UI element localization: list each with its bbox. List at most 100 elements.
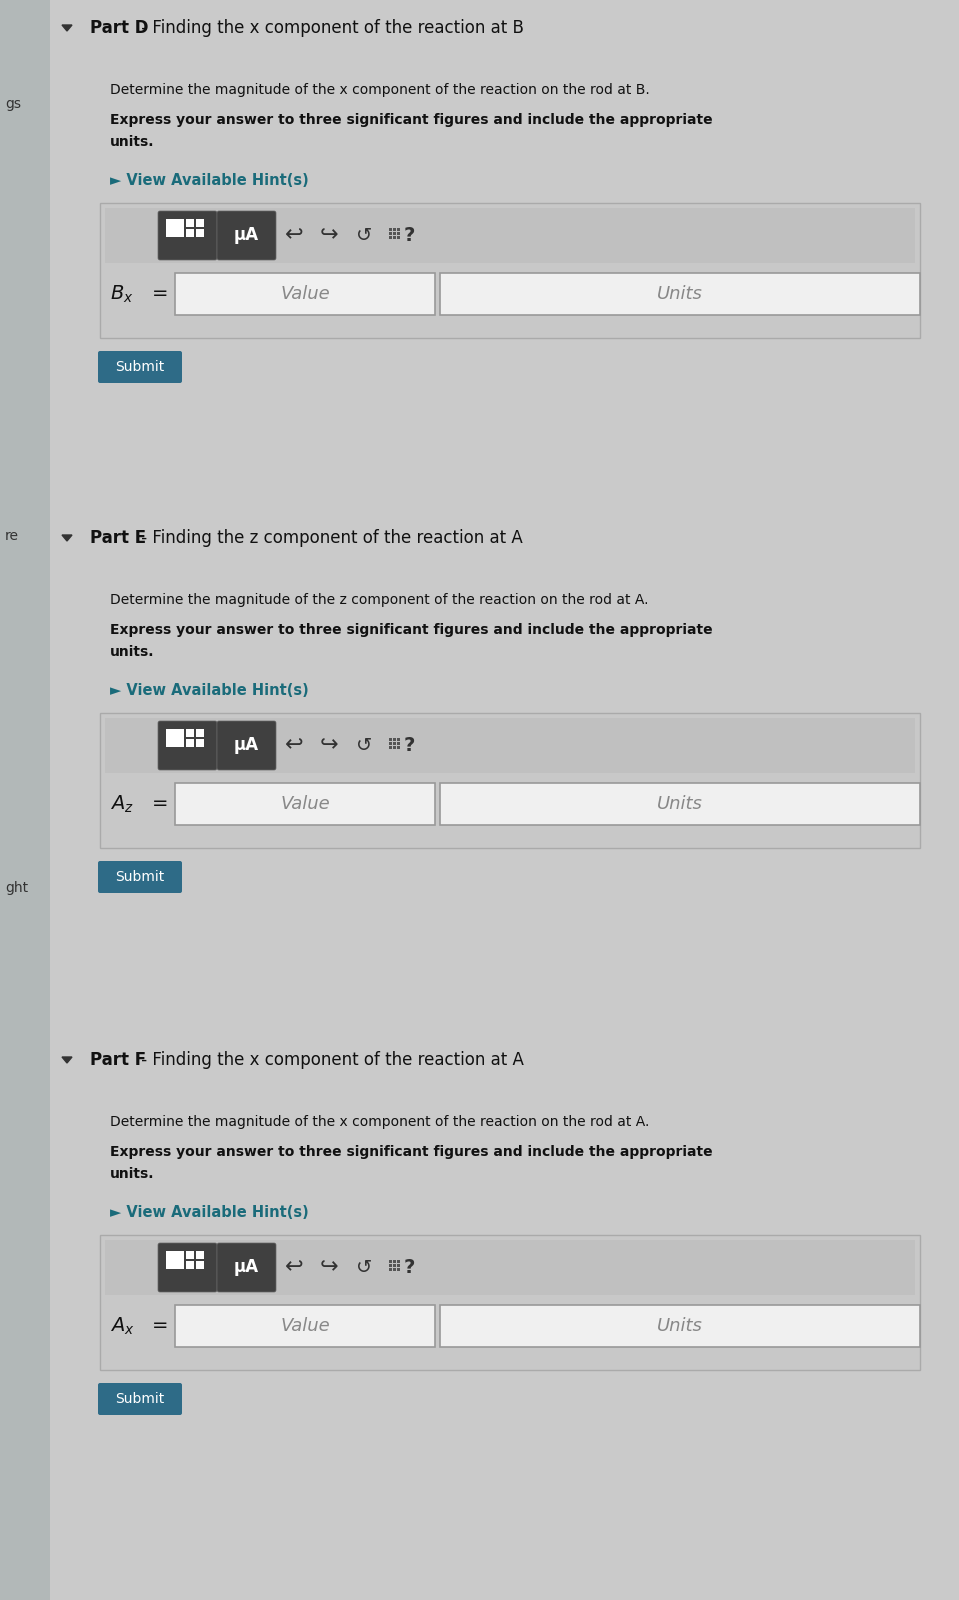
Bar	[389, 1264, 392, 1267]
Text: Determine the magnitude of the x component of the reaction on the rod at A.: Determine the magnitude of the x compone…	[110, 1115, 649, 1130]
Text: ?: ?	[404, 1258, 414, 1277]
Bar	[397, 741, 400, 744]
Text: Express your answer to three significant figures and include the appropriate: Express your answer to three significant…	[110, 1146, 713, 1158]
Text: Units: Units	[657, 285, 703, 302]
Text: Determine the magnitude of the z component of the reaction on the rod at A.: Determine the magnitude of the z compone…	[110, 594, 648, 606]
Bar	[389, 738, 392, 741]
Text: gs: gs	[5, 98, 21, 110]
Text: Part F: Part F	[90, 1051, 146, 1069]
Text: =: =	[152, 285, 169, 304]
Text: ↪: ↪	[319, 1258, 339, 1277]
Polygon shape	[62, 26, 72, 30]
Bar	[0, 0, 50, 1600]
Text: Value: Value	[280, 285, 330, 302]
Bar	[393, 227, 396, 230]
Text: μA: μA	[234, 227, 259, 245]
Bar	[105, 1240, 915, 1294]
Bar	[393, 738, 396, 741]
Text: Express your answer to three significant figures and include the appropriate: Express your answer to three significant…	[110, 622, 713, 637]
FancyBboxPatch shape	[217, 1243, 276, 1293]
Bar	[186, 219, 194, 227]
Bar	[393, 1259, 396, 1262]
Text: Units: Units	[657, 795, 703, 813]
Bar	[393, 1264, 396, 1267]
FancyBboxPatch shape	[217, 722, 276, 770]
Bar	[166, 219, 184, 237]
Text: ↪: ↪	[319, 226, 339, 245]
Bar	[105, 208, 915, 262]
Bar	[393, 741, 396, 744]
Bar	[397, 227, 400, 230]
Text: units.: units.	[110, 134, 154, 149]
Text: ↪: ↪	[319, 736, 339, 755]
Polygon shape	[62, 534, 72, 541]
FancyBboxPatch shape	[98, 350, 182, 382]
Text: Part E: Part E	[90, 530, 146, 547]
Bar	[196, 229, 204, 237]
Bar	[186, 1261, 194, 1269]
Text: Value: Value	[280, 1317, 330, 1334]
Text: Value: Value	[280, 795, 330, 813]
Text: ► View Available Hint(s): ► View Available Hint(s)	[110, 1205, 309, 1219]
FancyBboxPatch shape	[98, 1382, 182, 1414]
Text: ↩: ↩	[285, 1258, 303, 1277]
Bar	[397, 232, 400, 235]
Bar	[393, 1267, 396, 1270]
Text: Submit: Submit	[115, 870, 165, 883]
Bar	[166, 1251, 184, 1269]
Text: Units: Units	[657, 1317, 703, 1334]
Text: - Finding the x component of the reaction at A: - Finding the x component of the reactio…	[136, 1051, 524, 1069]
Bar	[196, 739, 204, 747]
Text: - Finding the x component of the reaction at B: - Finding the x component of the reactio…	[136, 19, 524, 37]
Bar	[175, 1306, 435, 1347]
Bar	[393, 232, 396, 235]
Bar	[175, 782, 435, 826]
Text: units.: units.	[110, 1166, 154, 1181]
Bar	[100, 714, 920, 848]
Text: units.: units.	[110, 645, 154, 659]
Text: ► View Available Hint(s): ► View Available Hint(s)	[110, 683, 309, 698]
Text: ght: ght	[5, 882, 28, 894]
Bar	[397, 1259, 400, 1262]
Bar	[389, 741, 392, 744]
Bar	[186, 229, 194, 237]
Text: μA: μA	[234, 1259, 259, 1277]
Bar	[393, 235, 396, 238]
Text: ► View Available Hint(s): ► View Available Hint(s)	[110, 173, 309, 187]
Bar	[397, 738, 400, 741]
Text: Submit: Submit	[115, 1392, 165, 1406]
Bar	[186, 730, 194, 738]
Polygon shape	[62, 1058, 72, 1062]
Bar	[397, 1267, 400, 1270]
Bar	[175, 274, 435, 315]
Text: Determine the magnitude of the x component of the reaction on the rod at B.: Determine the magnitude of the x compone…	[110, 83, 650, 98]
Text: re: re	[5, 530, 19, 542]
Bar	[105, 718, 915, 773]
Bar	[440, 782, 920, 826]
Bar	[100, 1235, 920, 1370]
Bar	[166, 730, 184, 747]
Text: ?: ?	[404, 736, 414, 755]
Bar	[186, 1251, 194, 1259]
Text: ↺: ↺	[356, 736, 372, 755]
Bar	[186, 739, 194, 747]
Bar	[389, 232, 392, 235]
Bar	[389, 1259, 392, 1262]
Text: - Finding the z component of the reaction at A: - Finding the z component of the reactio…	[136, 530, 523, 547]
Text: Express your answer to three significant figures and include the appropriate: Express your answer to three significant…	[110, 114, 713, 126]
Bar	[196, 1251, 204, 1259]
Text: $A_{x}$: $A_{x}$	[110, 1315, 134, 1336]
FancyBboxPatch shape	[158, 1243, 217, 1293]
Bar	[397, 1264, 400, 1267]
Bar	[100, 203, 920, 338]
Text: Submit: Submit	[115, 360, 165, 374]
Text: $A_{z}$: $A_{z}$	[110, 794, 133, 814]
Text: ↩: ↩	[285, 226, 303, 245]
Bar	[196, 1261, 204, 1269]
Bar	[196, 730, 204, 738]
Bar	[196, 219, 204, 227]
Text: μA: μA	[234, 736, 259, 755]
FancyBboxPatch shape	[217, 211, 276, 259]
Text: =: =	[152, 795, 169, 813]
Text: ?: ?	[404, 226, 414, 245]
